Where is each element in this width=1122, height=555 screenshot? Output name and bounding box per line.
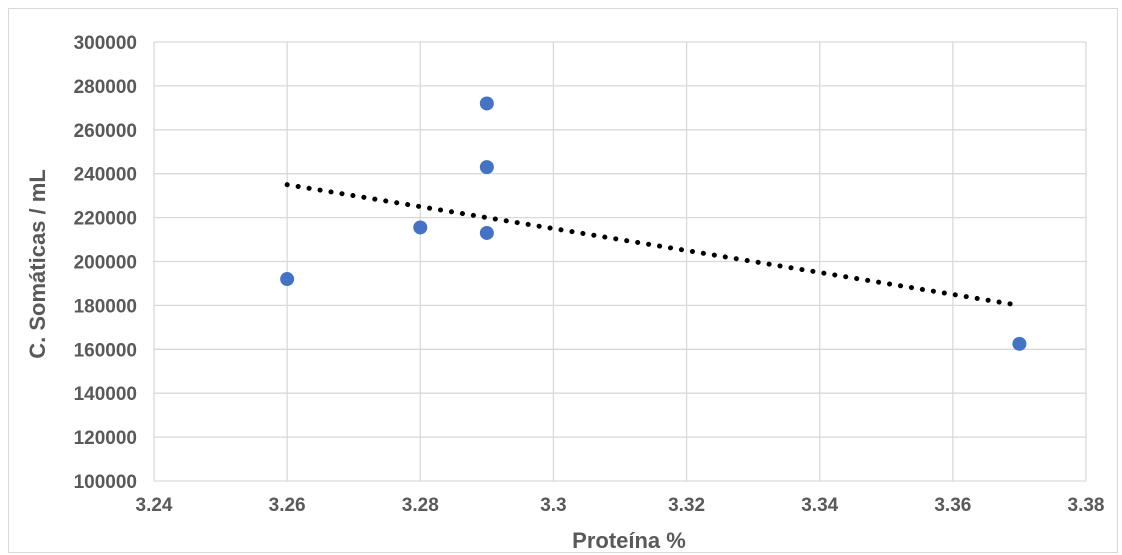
x-tick-label: 3.3: [540, 495, 566, 516]
y-tick-label: 260000: [74, 121, 137, 142]
data-point: [413, 220, 428, 235]
data-point: [479, 96, 494, 111]
data-point: [280, 272, 295, 287]
data-point: [479, 160, 494, 175]
x-axis-ticks: 3.24 3.26 3.28 3.3 3.32 3.34 3.36 3.38: [136, 495, 1105, 516]
y-tick-label: 160000: [74, 340, 137, 361]
data-point: [479, 225, 494, 240]
y-tick-label: 100000: [74, 472, 137, 493]
chart-frame: [8, 8, 1118, 553]
x-tick-label: 3.24: [136, 495, 173, 516]
y-tick-label: 240000: [74, 165, 137, 186]
x-tick-label: 3.36: [934, 495, 971, 516]
x-tick-label: 3.26: [269, 495, 306, 516]
y-tick-label: 120000: [74, 428, 137, 449]
trendline-path: [284, 182, 1022, 308]
y-axis-ticks: 100000 120000 140000 160000 180000 200000 2200…: [74, 33, 137, 493]
y-tick-label: 220000: [74, 209, 137, 230]
y-tick-label: 140000: [74, 384, 137, 405]
x-tick-label: 3.34: [801, 495, 838, 516]
gridlines: [153, 41, 1087, 482]
data-point: [1012, 336, 1027, 351]
x-tick-label: 3.38: [1068, 495, 1105, 516]
y-tick-label: 300000: [74, 33, 137, 54]
y-tick-label: 200000: [74, 253, 137, 274]
y-tick-label: 280000: [74, 77, 137, 98]
y-axis-title: C. Somáticas / mL: [25, 169, 50, 359]
trendline: [284, 182, 1022, 308]
x-axis-title: Proteína %: [572, 528, 686, 553]
x-tick-label: 3.32: [668, 495, 705, 516]
y-tick-label: 180000: [74, 296, 137, 317]
x-tick-label: 3.28: [402, 495, 439, 516]
data-points: [280, 96, 1027, 351]
